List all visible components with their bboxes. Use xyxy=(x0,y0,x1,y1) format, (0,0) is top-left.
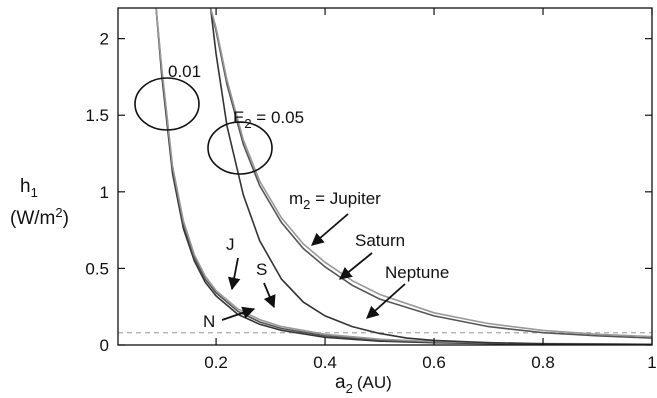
x-axis-title: a2 (AU) xyxy=(335,372,392,396)
series-line-3 xyxy=(209,8,652,345)
x-tick-label: 0.2 xyxy=(204,353,228,372)
label-m2-jupiter: m2 = Jupiter xyxy=(289,189,381,212)
label-j: J xyxy=(226,235,235,254)
label-saturn: Saturn xyxy=(355,231,405,250)
y-tick-label: 0 xyxy=(100,336,109,355)
series-line-0 xyxy=(155,8,652,345)
label-0.01: 0.01 xyxy=(168,62,201,81)
arrow-n xyxy=(221,306,256,321)
arrow-saturn xyxy=(339,252,373,280)
label-n: N xyxy=(203,312,215,331)
label-neptune: Neptune xyxy=(385,263,449,282)
arrow-neptune xyxy=(366,283,406,319)
series-line-1 xyxy=(155,8,652,345)
y-tick-label: 0.5 xyxy=(85,259,109,278)
label-s: S xyxy=(256,260,267,279)
arrow-s xyxy=(263,282,276,309)
y-axis-title: h1 xyxy=(20,176,38,200)
y-tick-label: 1.5 xyxy=(85,106,109,125)
x-tick-label: 0.6 xyxy=(422,353,446,372)
plot-frame xyxy=(117,7,653,346)
arrow-j xyxy=(227,257,241,291)
series-line-2 xyxy=(155,8,652,345)
series-line-5 xyxy=(209,8,652,338)
group-ellipse-0.01 xyxy=(134,77,200,131)
group-ellipse-0.05 xyxy=(207,121,273,175)
y-axis-unit: (W/m2) xyxy=(10,205,69,229)
arrow-jupiter xyxy=(311,213,349,246)
series-line-4 xyxy=(209,8,652,339)
y-tick-label: 1 xyxy=(100,183,109,202)
x-tick-label: 1 xyxy=(647,353,656,372)
x-tick-label: 0.4 xyxy=(313,353,337,372)
y-tick-label: 2 xyxy=(100,30,109,49)
x-tick-label: 0.8 xyxy=(531,353,555,372)
label-e2-0.05: E2 = 0.05 xyxy=(233,108,304,131)
